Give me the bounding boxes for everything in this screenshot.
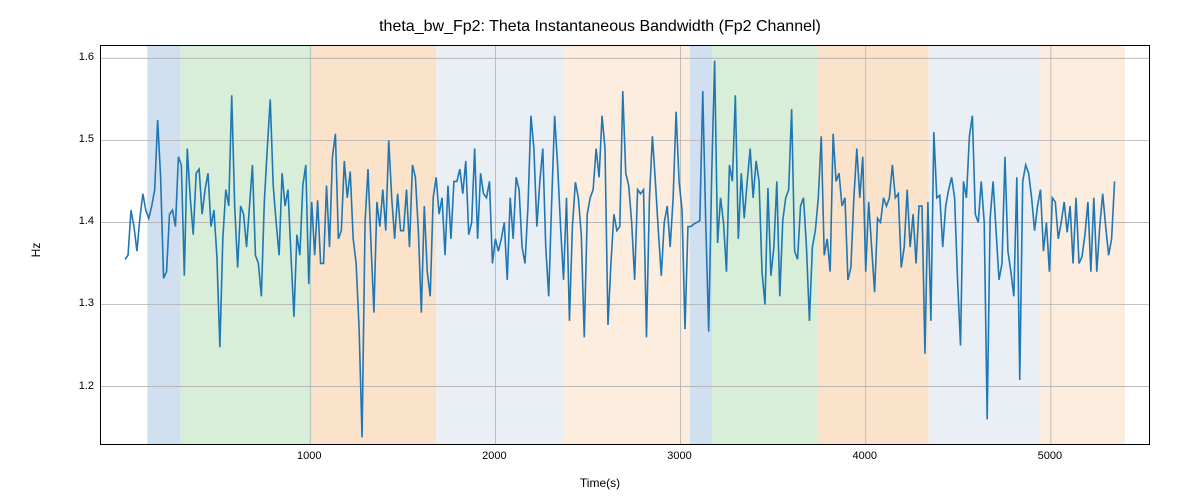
plot-svg (101, 46, 1149, 444)
x-tick: 3000 (667, 450, 691, 462)
y-tick: 1.3 (79, 297, 94, 309)
region (818, 46, 929, 444)
x-axis-label: Time(s) (0, 476, 1200, 490)
y-tick: 1.2 (79, 380, 94, 392)
y-axis-label: Hz (29, 243, 43, 258)
region (1040, 46, 1125, 444)
plot-area (100, 45, 1150, 445)
x-tick: 5000 (1038, 450, 1062, 462)
x-tick: 4000 (852, 450, 876, 462)
x-tick: 1000 (297, 450, 321, 462)
y-tick: 1.6 (79, 51, 94, 63)
chart-title: theta_bw_Fp2: Theta Instantaneous Bandwi… (0, 18, 1200, 36)
y-tick: 1.5 (79, 133, 94, 145)
region (312, 46, 436, 444)
region (690, 46, 712, 444)
region (147, 46, 180, 444)
y-tick: 1.4 (79, 215, 94, 227)
x-tick: 2000 (482, 450, 506, 462)
